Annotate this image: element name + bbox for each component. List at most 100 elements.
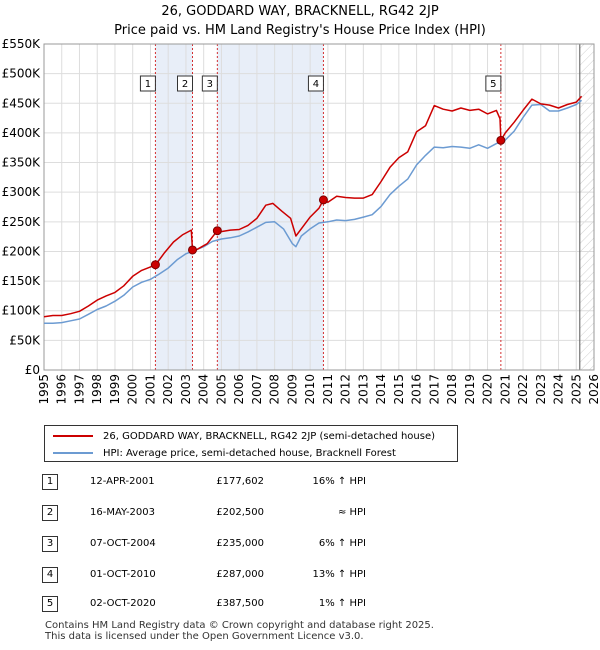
x-tick-label: 2002 [161, 374, 175, 405]
x-tick-label: 2016 [410, 374, 424, 405]
x-tick-label: 1995 [37, 374, 51, 405]
sale-interval-band [217, 44, 324, 370]
x-tick-label: 1997 [72, 374, 86, 405]
sale-hpi-comparison: 1% ↑ HPI [318, 598, 366, 609]
y-tick-label: £350K [2, 156, 42, 170]
x-tick-label: 2010 [303, 374, 317, 405]
x-tick-label: 2011 [321, 374, 335, 405]
x-tick-label: 1996 [55, 374, 69, 405]
sale-point [318, 195, 328, 205]
x-tick-label: 2019 [463, 374, 477, 405]
x-tick-label: 2020 [481, 374, 495, 405]
x-tick-label: 2003 [179, 374, 193, 405]
sale-price: £287,000 [216, 569, 264, 580]
sale-date: 16-MAY-2003 [90, 507, 156, 518]
sale-point [496, 135, 506, 145]
y-tick-label: £450K [2, 96, 42, 110]
sale-number: 1 [42, 474, 58, 490]
footer-line-1: Contains HM Land Registry data © Crown c… [45, 620, 434, 631]
x-tick-label: 2001 [143, 374, 157, 405]
projection-region [579, 44, 594, 370]
y-tick-label: £250K [2, 215, 42, 229]
sale-number: 5 [42, 596, 58, 612]
x-tick-label: 2007 [250, 374, 264, 405]
chart-title-line-2: Price paid vs. HM Land Registry's House … [114, 23, 486, 38]
sale-number-box [177, 75, 193, 92]
sale-date: 01-OCT-2010 [90, 569, 156, 580]
x-tick-label: 2017 [427, 374, 441, 405]
x-tick-label: 2023 [534, 374, 548, 405]
legend-item-hpi: HPI: Average price, semi-detached house,… [53, 445, 396, 461]
x-tick-label: 2006 [232, 374, 246, 405]
sale-number-label: 5 [490, 79, 496, 90]
chart-legend: 26, GODDARD WAY, BRACKNELL, RG42 2JP (se… [44, 425, 458, 462]
sale-date: 02-OCT-2020 [90, 598, 156, 609]
sale-number-box [139, 75, 156, 92]
x-tick-label: 1998 [90, 374, 104, 405]
y-tick-label: £150K [2, 274, 42, 288]
sale-point [188, 245, 197, 255]
y-tick-label: £0 [25, 363, 40, 377]
y-tick-label: £100K [2, 304, 42, 318]
x-tick-label: 2000 [126, 374, 140, 405]
sale-number-box [307, 75, 324, 92]
sale-number-label: 3 [207, 79, 213, 90]
price-chart: 1 2 3 4 5 £0 £50K £100K £150K £200K £250K £300K £350… [2, 37, 600, 405]
x-tick-label: 2015 [392, 374, 406, 405]
sale-hpi-comparison: 6% ↑ HPI [318, 538, 366, 549]
sale-date: 12-APR-2001 [90, 476, 155, 487]
plot-frame [43, 43, 595, 371]
legend-swatch-hpi [53, 452, 93, 454]
legend-swatch-property [53, 435, 93, 437]
sale-number-label: 4 [313, 79, 319, 90]
y-tick-label: £550K [2, 37, 42, 51]
sale-number-box [201, 75, 218, 92]
sale-row: 4 01-OCT-2010 £287,000 13% ↑ HPI [42, 567, 402, 585]
chart-title-line-1: 26, GODDARD WAY, BRACKNELL, RG42 2JP [161, 4, 439, 19]
y-tick-label: £400K [2, 126, 42, 140]
series-line-property [43, 95, 583, 318]
x-tick-label: 2009 [285, 374, 299, 405]
sale-row: 3 07-OCT-2004 £235,000 6% ↑ HPI [42, 536, 402, 554]
series-line-hpi [44, 99, 583, 324]
sale-price: £202,500 [216, 507, 264, 518]
x-tick-label: 2004 [197, 374, 211, 405]
sale-point [212, 226, 222, 236]
sale-price: £235,000 [216, 538, 264, 549]
sale-number: 2 [42, 505, 58, 521]
x-tick-label: 2012 [339, 374, 353, 405]
sale-number-label: 1 [145, 79, 151, 90]
x-tick-label: 2026 [587, 374, 600, 405]
sale-number: 3 [42, 536, 58, 552]
sale-interval-band [155, 44, 193, 370]
sale-row: 5 02-OCT-2020 £387,500 1% ↑ HPI [42, 596, 402, 614]
sale-hpi-comparison: 16% ↑ HPI [312, 476, 366, 487]
y-tick-label: £200K [2, 244, 42, 258]
sale-date: 07-OCT-2004 [90, 538, 156, 549]
sale-price: £177,602 [216, 476, 264, 487]
x-tick-label: 2018 [445, 374, 459, 405]
legend-label-property: 26, GODDARD WAY, BRACKNELL, RG42 2JP (se… [103, 430, 436, 442]
y-tick-label: £50K [9, 333, 41, 347]
sale-number-label: 2 [182, 79, 188, 90]
x-tick-label: 2022 [516, 374, 530, 405]
chart-title: 26, GODDARD WAY, BRACKNELL, RG42 2JP Pri… [0, 2, 600, 40]
x-tick-label: 2025 [569, 374, 583, 405]
sale-row: 2 16-MAY-2003 £202,500 ≈ HPI [42, 505, 402, 523]
sale-hpi-comparison: ≈ HPI [337, 507, 366, 518]
x-tick-label: 2014 [374, 374, 388, 405]
y-tick-label: £500K [2, 67, 42, 81]
legend-label-hpi: HPI: Average price, semi-detached house,… [103, 447, 396, 459]
footer-attribution: Contains HM Land Registry data © Crown c… [45, 620, 434, 642]
sale-price: £387,500 [216, 598, 264, 609]
x-tick-label: 2024 [552, 374, 566, 405]
sale-hpi-comparison: 13% ↑ HPI [312, 569, 366, 580]
x-tick-label: 2008 [268, 374, 282, 405]
y-tick-label: £300K [2, 185, 42, 199]
sale-row: 1 12-APR-2001 £177,602 16% ↑ HPI [42, 474, 402, 492]
x-tick-label: 1999 [108, 374, 122, 405]
footer-line-2: This data is licensed under the Open Gov… [45, 631, 364, 642]
x-tick-label: 2013 [356, 374, 370, 405]
sale-number-box [485, 75, 502, 92]
legend-item-property: 26, GODDARD WAY, BRACKNELL, RG42 2JP (se… [53, 428, 435, 444]
